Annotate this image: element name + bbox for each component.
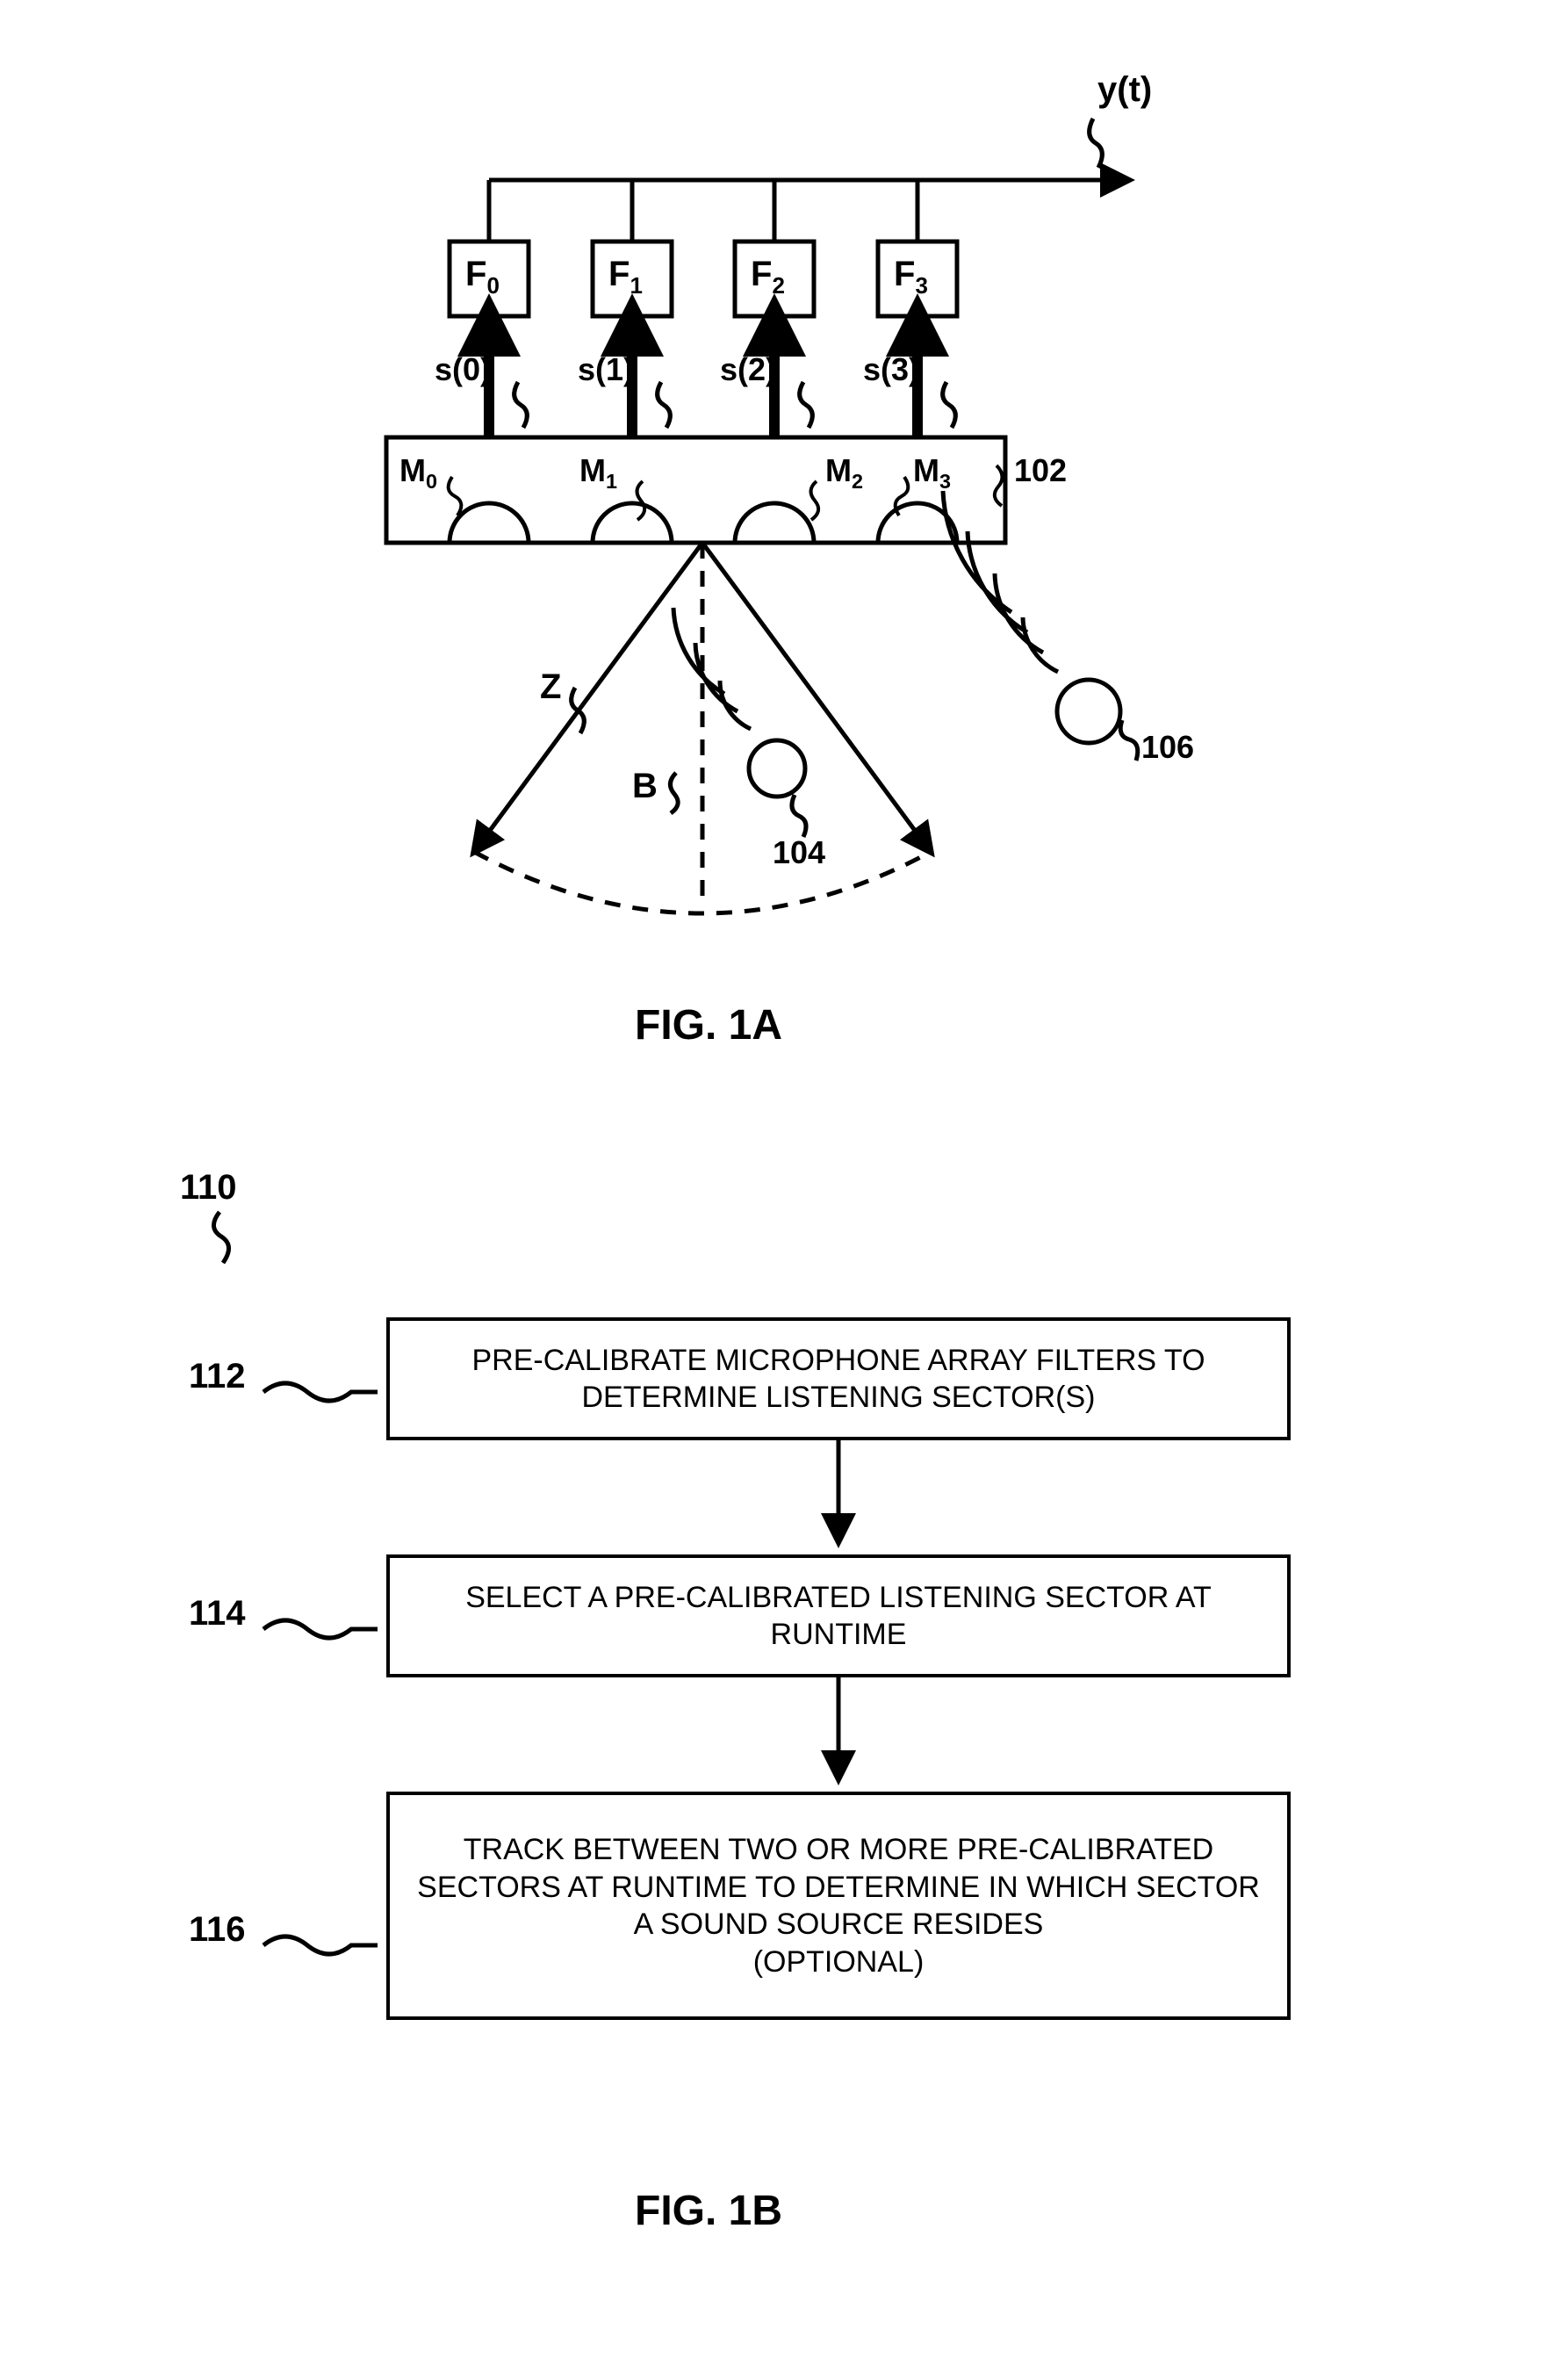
ref-112: 112 [189,1357,246,1396]
ref-102: 102 [1014,452,1067,489]
mic-0-label: M0 [399,452,437,494]
ref-106: 106 [1141,729,1194,766]
filter-0-label: F0 [465,255,500,299]
signal-1-label: s(1) [578,351,634,388]
filter-3-label: F3 [894,255,928,299]
signal-0-label: s(0) [435,351,491,388]
arrow-114-116 [821,1677,856,1792]
fig1a-diagram [0,0,1547,1142]
mic-3-label: M3 [913,452,951,494]
ref-110: 110 [180,1168,237,1208]
ref-116-squiggle [255,1919,378,1972]
fig1b-title: FIG. 1B [635,2187,782,2235]
signal-3-label: s(3) [863,351,919,388]
mic-1-label: M1 [579,452,617,494]
signal-2-label: s(2) [720,351,776,388]
output-label: y(t) [1097,70,1152,110]
ref-112-squiggle [255,1366,378,1418]
ref-114-squiggle [255,1603,378,1655]
ref-110-squiggle [202,1208,255,1269]
mic-2-label: M2 [825,452,863,494]
flow-box-114: SELECT A PRE-CALIBRATED LISTENING SECTOR… [386,1554,1291,1677]
filter-1-label: F1 [608,255,643,299]
ref-104: 104 [773,834,825,871]
flow-box-116-text: TRACK BETWEEN TWO OR MORE PRE-CALIBRATED… [407,1831,1270,1980]
arrow-112-114 [821,1440,856,1554]
flow-box-112: PRE-CALIBRATE MICROPHONE ARRAY FILTERS T… [386,1317,1291,1440]
filter-2-label: F2 [751,255,785,299]
ref-114: 114 [189,1594,246,1634]
ref-116: 116 [189,1910,246,1950]
flow-box-114-text: SELECT A PRE-CALIBRATED LISTENING SECTOR… [407,1579,1270,1654]
label-B: B [632,767,658,806]
flow-box-116: TRACK BETWEEN TWO OR MORE PRE-CALIBRATED… [386,1792,1291,2020]
label-Z: Z [540,667,561,707]
flow-box-112-text: PRE-CALIBRATE MICROPHONE ARRAY FILTERS T… [407,1342,1270,1417]
fig1a-title: FIG. 1A [635,1001,782,1049]
